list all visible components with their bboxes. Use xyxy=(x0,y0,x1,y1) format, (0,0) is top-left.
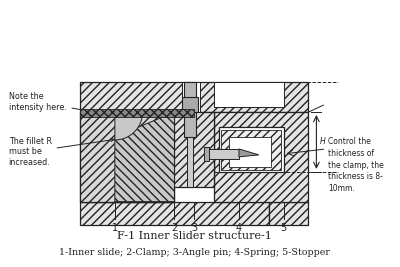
Bar xyxy=(214,82,284,107)
Text: F-1 Inner slider structure-1: F-1 Inner slider structure-1 xyxy=(117,231,272,241)
Text: Control the
thickness of
the clamp, the
thickness is 8-
10mm.: Control the thickness of the clamp, the … xyxy=(328,137,384,193)
Text: H: H xyxy=(319,138,325,147)
Text: 5: 5 xyxy=(280,222,287,233)
Text: Note the
intensity here.: Note the intensity here. xyxy=(9,92,96,113)
Text: 1: 1 xyxy=(112,222,118,233)
Polygon shape xyxy=(80,202,269,225)
Polygon shape xyxy=(174,112,214,187)
Text: 2: 2 xyxy=(171,222,178,233)
Polygon shape xyxy=(204,147,209,161)
Bar xyxy=(221,130,281,170)
Bar xyxy=(219,127,284,172)
Text: 3: 3 xyxy=(191,222,197,233)
Polygon shape xyxy=(80,112,174,202)
Polygon shape xyxy=(80,82,308,112)
Polygon shape xyxy=(80,112,174,202)
Text: 1-Inner slide; 2-Clamp; 3-Angle pin; 4-Spring; 5-Stopper: 1-Inner slide; 2-Clamp; 3-Angle pin; 4-S… xyxy=(59,248,330,257)
Text: 4: 4 xyxy=(236,222,242,233)
Bar xyxy=(184,82,196,137)
Bar xyxy=(187,137,193,187)
Bar xyxy=(229,137,271,167)
Bar xyxy=(209,149,239,159)
Polygon shape xyxy=(269,202,308,225)
Polygon shape xyxy=(239,149,259,157)
Polygon shape xyxy=(214,112,308,202)
Text: The fillet R
must be
increased.: The fillet R must be increased. xyxy=(9,137,114,167)
Wedge shape xyxy=(115,112,143,140)
Polygon shape xyxy=(115,112,174,202)
Bar xyxy=(80,109,194,117)
Bar xyxy=(182,82,200,112)
Bar xyxy=(182,97,198,112)
